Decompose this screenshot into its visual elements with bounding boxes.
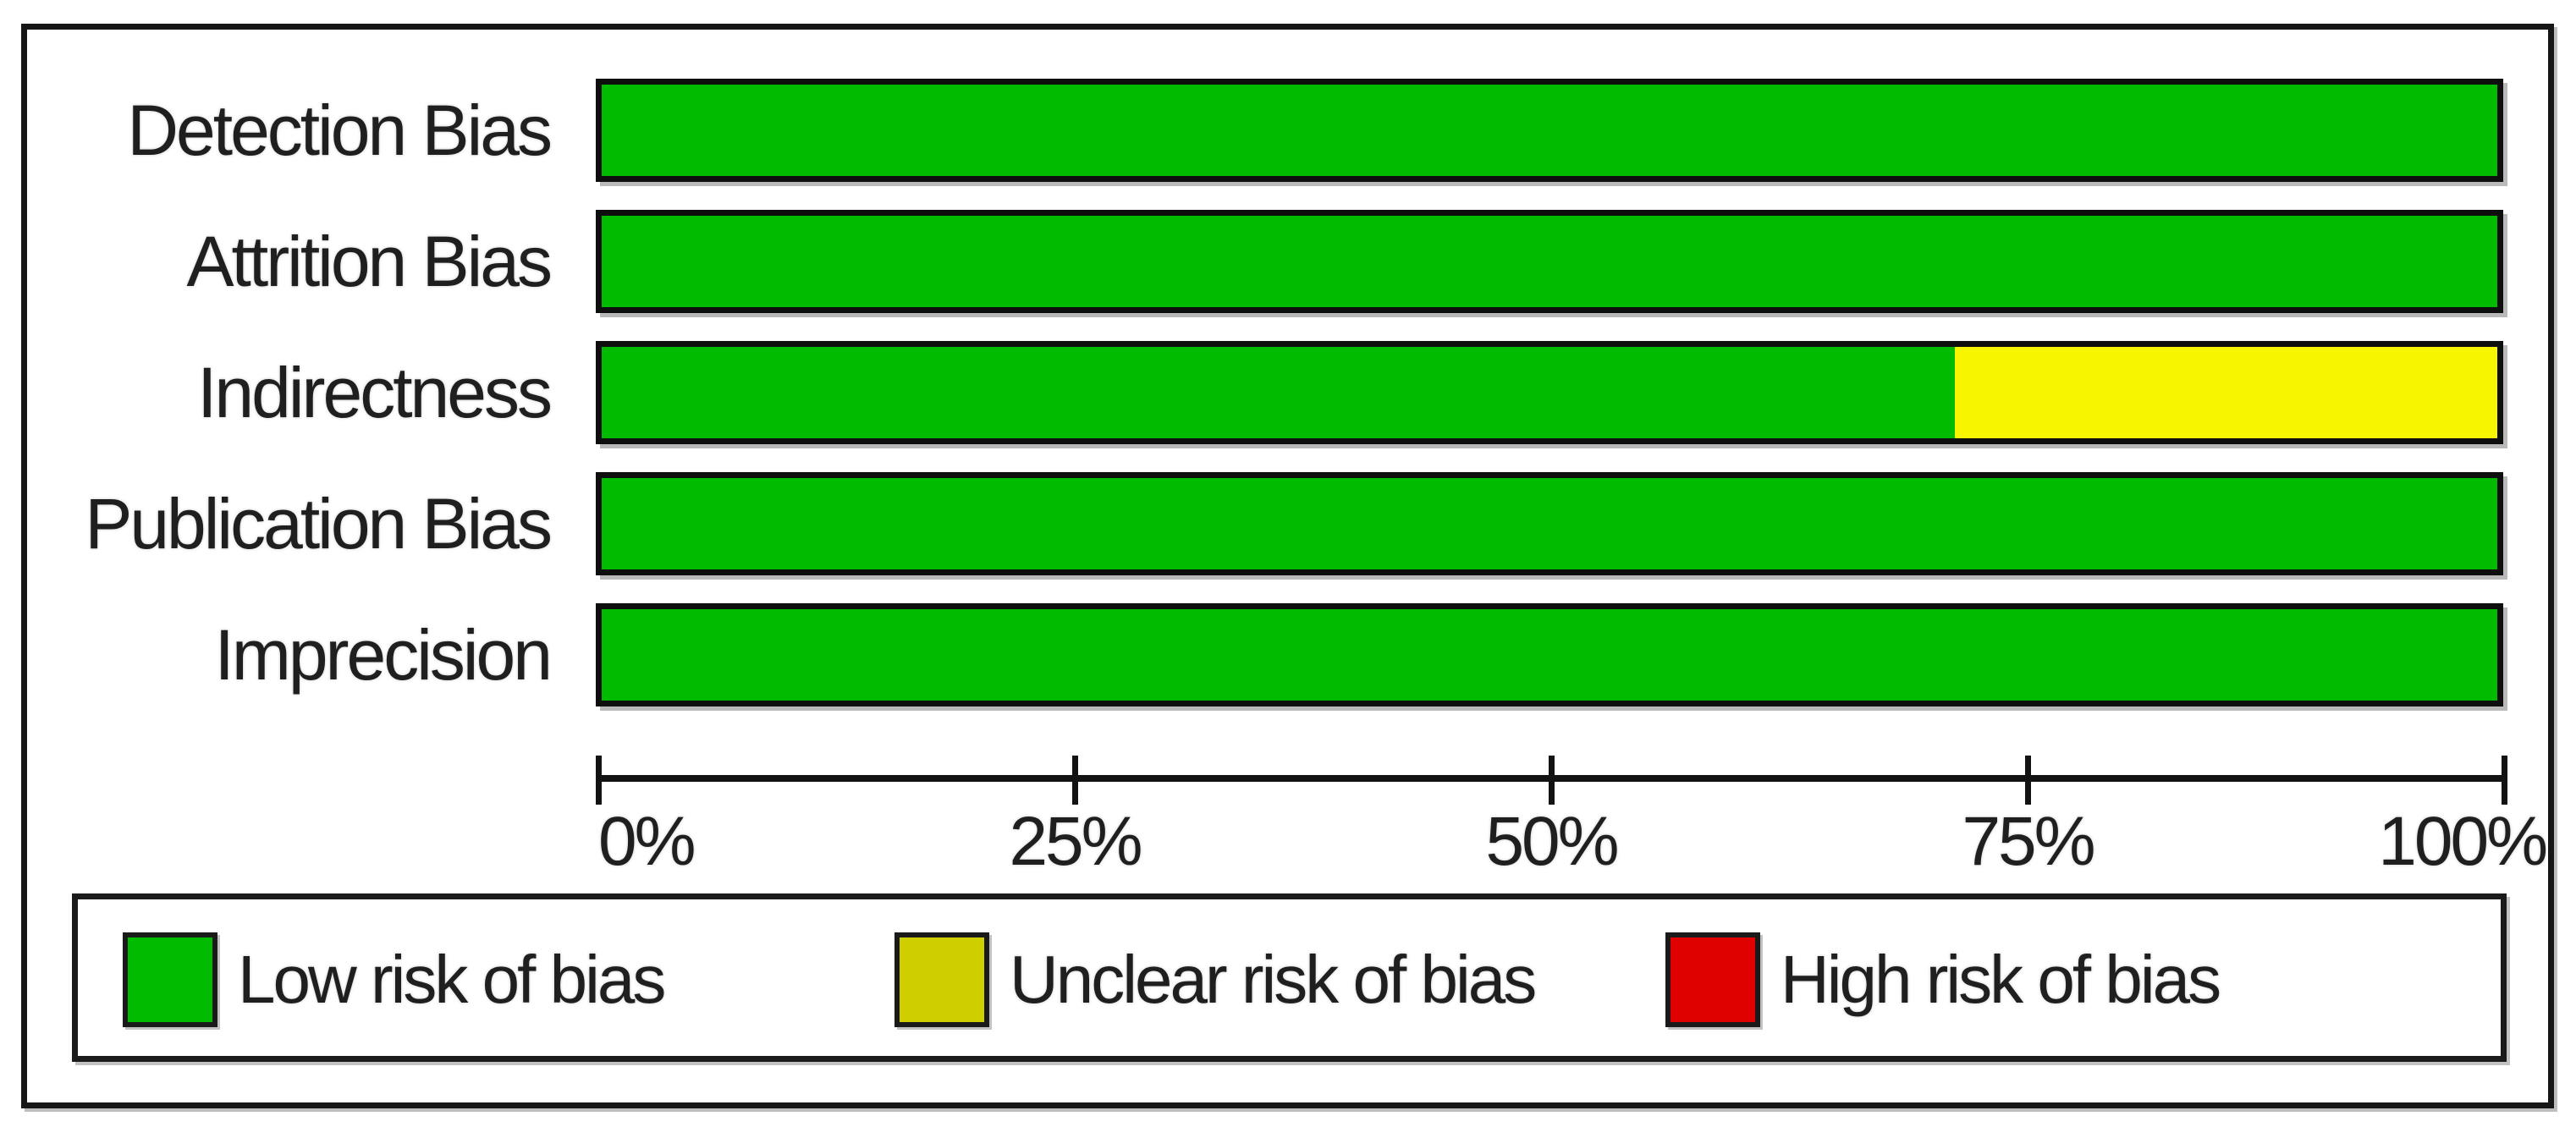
- axis-tick: [2502, 756, 2507, 805]
- legend-swatch: [1665, 932, 1760, 1027]
- axis-tick: [2025, 756, 2031, 805]
- bar-segment: [602, 85, 2497, 176]
- bar-segment: [602, 478, 2497, 569]
- legend-swatch: [894, 932, 989, 1027]
- axis-tick-label: 25%: [1009, 803, 1142, 880]
- axis-tick: [596, 756, 602, 805]
- legend-label: High risk of bias: [1781, 942, 2221, 1017]
- stacked-bar: [596, 603, 2503, 706]
- axis-tick-label: 0%: [598, 803, 696, 880]
- category-label: Detection Bias: [127, 90, 553, 170]
- bar-segment: [1955, 347, 2497, 438]
- legend-box: Low risk of bias Unclear risk of bias High…: [72, 893, 2507, 1062]
- category-label: Imprecision: [214, 614, 553, 695]
- axis-tick-label: 100%: [2378, 803, 2548, 880]
- legend-label: Unclear risk of bias: [1010, 942, 1537, 1017]
- axis-tick: [1072, 756, 1078, 805]
- axis-tick-label: 75%: [1962, 803, 2095, 880]
- axis-tick: [1549, 756, 1555, 805]
- bar-segment: [602, 347, 1956, 438]
- bar-segment: [602, 216, 2497, 307]
- axis-tick-label: 50%: [1485, 803, 1619, 880]
- legend-item: Low risk of bias: [123, 932, 666, 1027]
- bar-segment: [602, 609, 2497, 701]
- category-label: Attrition Bias: [186, 221, 553, 301]
- legend-item: High risk of bias: [1665, 932, 2221, 1027]
- category-label: Indirectness: [197, 352, 553, 432]
- stacked-bar: [596, 210, 2503, 313]
- stacked-bar: [596, 472, 2503, 575]
- legend-item: Unclear risk of bias: [894, 932, 1537, 1027]
- stacked-bar: [596, 341, 2503, 444]
- legend-label: Low risk of bias: [238, 942, 666, 1017]
- stacked-bar: [596, 79, 2503, 182]
- legend-swatch: [123, 932, 217, 1027]
- category-label: Publication Bias: [85, 483, 553, 564]
